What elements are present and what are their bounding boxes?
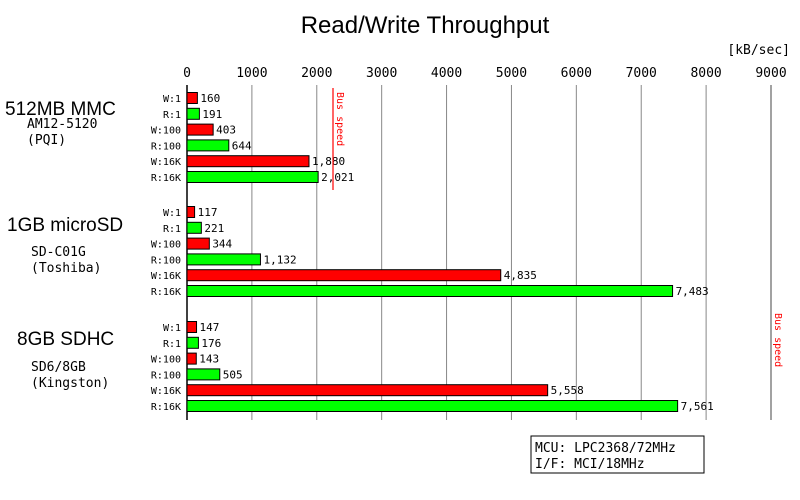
bar-label: R:16K <box>151 287 181 298</box>
group-maker: (Kingston) <box>31 376 109 391</box>
bar <box>186 237 210 250</box>
bar-label: W:1 <box>163 208 181 219</box>
bar-label: W:100 <box>151 126 181 137</box>
bar <box>186 384 549 397</box>
data-label: 143 <box>199 353 219 366</box>
bar-label: W:100 <box>151 240 181 251</box>
data-label: 221 <box>204 222 224 235</box>
data-label: 7,561 <box>681 400 714 413</box>
group-model: SD6/8GB <box>31 360 86 375</box>
data-label: 403 <box>216 124 236 137</box>
info-mcu: MCU: LPC2368/72MHz <box>535 441 676 456</box>
bar <box>186 221 202 234</box>
x-tick-label: 1000 <box>236 66 267 81</box>
bar <box>186 92 198 104</box>
bar-label: W:1 <box>163 323 181 334</box>
x-tick-label: 7000 <box>626 66 657 81</box>
bar-label: R:100 <box>151 255 181 266</box>
data-label: 2,021 <box>321 171 354 184</box>
bar-label: R:1 <box>163 339 181 350</box>
bus-speed-label: Bus speed <box>334 92 345 146</box>
bar <box>186 269 502 282</box>
bar <box>186 352 197 365</box>
data-label: 4,835 <box>504 269 537 282</box>
bar-label: W:100 <box>151 355 181 366</box>
bar <box>186 107 200 120</box>
group-model: SD-C01G <box>31 245 86 260</box>
x-tick-label: 4000 <box>431 66 462 81</box>
data-label: 5,558 <box>551 384 584 397</box>
bar <box>186 253 261 266</box>
data-label: 147 <box>200 321 220 334</box>
data-label: 176 <box>201 337 221 350</box>
info-interface: I/F: MCI/18MHz <box>535 457 645 472</box>
bar-label: R:16K <box>151 402 181 413</box>
data-label: 160 <box>200 92 220 105</box>
bar-label: R:16K <box>151 173 181 184</box>
bar-label: R:1 <box>163 110 181 121</box>
data-label: 7,483 <box>676 285 709 298</box>
bar <box>186 123 214 136</box>
data-label: 1,880 <box>312 155 345 168</box>
data-label: 1,132 <box>263 253 296 266</box>
x-tick-label: 5000 <box>496 66 527 81</box>
data-label: 191 <box>202 108 222 121</box>
group-maker: (Toshiba) <box>31 261 101 276</box>
x-tick-label: 9000 <box>755 66 786 81</box>
bar-label: R:100 <box>151 370 181 381</box>
data-label: 117 <box>198 206 218 219</box>
sd-bus-speed-label: Bus speed <box>772 313 783 367</box>
bar <box>186 171 319 183</box>
x-tick-label: 6000 <box>561 66 592 81</box>
bar-label: W:1 <box>163 94 181 105</box>
bar <box>186 139 230 152</box>
x-tick-label: 2000 <box>301 66 332 81</box>
bar <box>186 206 196 218</box>
chart-title: Read/Write Throughput <box>301 12 550 39</box>
x-tick-label: 3000 <box>366 66 397 81</box>
bar-label: W:16K <box>151 271 181 282</box>
group-name: 8GB SDHC <box>17 329 114 350</box>
bar-label: R:100 <box>151 141 181 152</box>
data-label: 505 <box>223 368 243 381</box>
data-label: 344 <box>212 238 232 251</box>
bar <box>186 321 198 333</box>
x-tick-label: 8000 <box>690 66 721 81</box>
group-name: 1GB microSD <box>7 215 123 236</box>
group-maker: (PQI) <box>27 133 66 148</box>
info-box: MCU: LPC2368/72MHz I/F: MCI/18MHz <box>530 435 705 474</box>
x-tick-label: 0 <box>183 66 191 81</box>
bar <box>186 368 221 381</box>
bar-label: W:16K <box>151 157 181 168</box>
bar-label: W:16K <box>151 386 181 397</box>
group-name: 512MB MMC <box>5 99 116 120</box>
group-model: AM12-5120 <box>27 117 97 132</box>
bar <box>186 336 199 349</box>
bar-label: R:1 <box>163 224 181 235</box>
data-label: 644 <box>232 139 252 152</box>
bar <box>186 155 310 168</box>
unit-label: [kB/sec] <box>727 43 790 58</box>
bar <box>186 400 679 412</box>
bar <box>186 285 674 297</box>
